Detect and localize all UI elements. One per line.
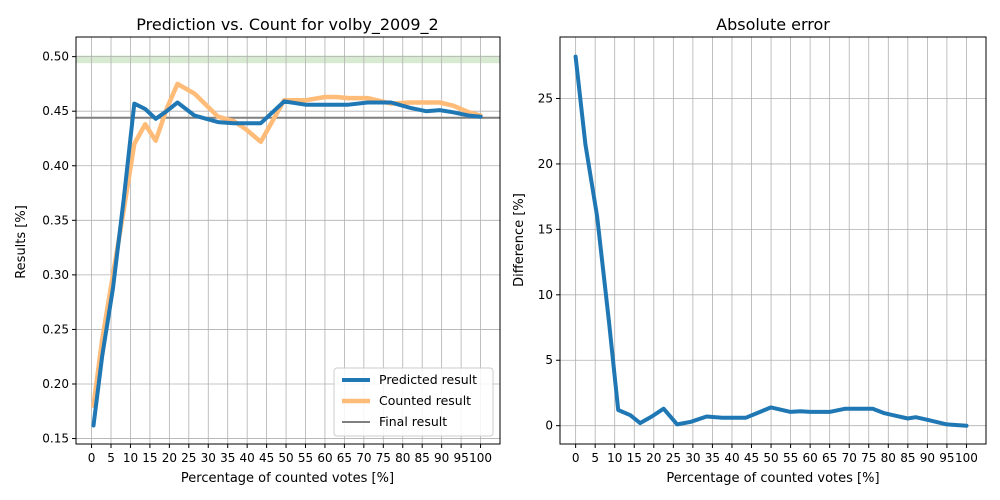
- x-tick-label: 0: [88, 451, 96, 465]
- x-tick-label: 100: [469, 451, 492, 465]
- x-tick-label: 70: [356, 451, 371, 465]
- legend-label: Counted result: [379, 393, 471, 408]
- x-tick-label: 35: [705, 451, 720, 465]
- x-tick-label: 55: [783, 451, 798, 465]
- x-tick-label: 75: [861, 451, 876, 465]
- x-tick-label: 10: [123, 451, 138, 465]
- x-tick-label: 90: [434, 451, 449, 465]
- x-tick-label: 5: [591, 451, 599, 465]
- highlight-band: [76, 55, 500, 64]
- y-axis-label: Difference [%]: [512, 193, 527, 287]
- x-tick-label: 65: [337, 451, 352, 465]
- x-tick-label: 45: [259, 451, 274, 465]
- y-tick-label: 10: [538, 288, 553, 302]
- x-tick-label: 35: [220, 451, 235, 465]
- x-tick-label: 30: [685, 451, 700, 465]
- legend-box: [333, 367, 494, 437]
- chart-title: Absolute error: [716, 15, 830, 34]
- y-tick-label: 15: [538, 222, 553, 236]
- x-tick-label: 95: [453, 451, 468, 465]
- legend-label: Final result: [379, 414, 447, 429]
- y-tick-label: 0.50: [42, 50, 69, 64]
- x-tick-label: 0: [572, 451, 580, 465]
- x-tick-label: 90: [920, 451, 935, 465]
- x-tick-label: 60: [317, 451, 332, 465]
- counted-result-line: [91, 81, 483, 409]
- chart-title: Prediction vs. Count for volby_2009_2: [136, 15, 438, 35]
- x-tick-label: 75: [376, 451, 391, 465]
- x-tick-label: 20: [646, 451, 661, 465]
- y-tick-label: 0.35: [42, 213, 69, 227]
- plot-frame: [75, 36, 501, 445]
- prediction-vs-count-chart: Prediction vs. Count for volby_2009_2 Pe…: [14, 15, 501, 486]
- y-tick-label: 20: [538, 157, 553, 171]
- plot-frame: [559, 36, 987, 445]
- y-tick-label: 0.40: [42, 159, 69, 173]
- x-tick-label: 80: [881, 451, 896, 465]
- x-tick-label: 20: [162, 451, 177, 465]
- x-tick-label: 15: [627, 451, 642, 465]
- absolute-error-chart: Absolute error Percentage of counted vot…: [512, 15, 987, 486]
- x-tick-label: 60: [802, 451, 817, 465]
- x-tick-label: 70: [842, 451, 857, 465]
- y-tick-label: 0.25: [42, 322, 69, 336]
- x-axis-label: Percentage of counted votes [%]: [181, 471, 394, 486]
- x-tick-label: 85: [900, 451, 915, 465]
- x-tick-label: 15: [142, 451, 157, 465]
- y-tick-label: 25: [538, 92, 553, 106]
- y-tick-label: 0.30: [42, 268, 69, 282]
- predicted-result-line: [91, 99, 483, 428]
- y-tick-label: 5: [545, 353, 553, 367]
- x-tick-label: 95: [939, 451, 954, 465]
- y-tick-label: 0.45: [42, 104, 69, 118]
- x-tick-label: 85: [415, 451, 430, 465]
- x-tick-label: 65: [822, 451, 837, 465]
- x-tick-label: 100: [955, 451, 978, 465]
- x-tick-label: 80: [395, 451, 410, 465]
- y-axis-label: Results [%]: [14, 205, 29, 279]
- legend-label: Predicted result: [379, 372, 477, 387]
- x-tick-label: 50: [763, 451, 778, 465]
- x-tick-label: 50: [278, 451, 293, 465]
- x-tick-label: 40: [240, 451, 255, 465]
- x-tick-label: 10: [607, 451, 622, 465]
- x-axis-label: Percentage of counted votes [%]: [666, 471, 879, 486]
- x-tick-label: 30: [201, 451, 216, 465]
- x-tick-label: 45: [744, 451, 759, 465]
- x-tick-label: 55: [298, 451, 313, 465]
- y-tick-label: 0.15: [42, 432, 69, 446]
- x-tick-label: 5: [107, 451, 115, 465]
- x-tick-label: 40: [724, 451, 739, 465]
- x-tick-label: 25: [666, 451, 681, 465]
- error-line: [573, 54, 969, 428]
- y-tick-label: 0.20: [42, 377, 69, 391]
- x-tick-label: 25: [181, 451, 196, 465]
- y-tick-label: 0: [545, 419, 553, 433]
